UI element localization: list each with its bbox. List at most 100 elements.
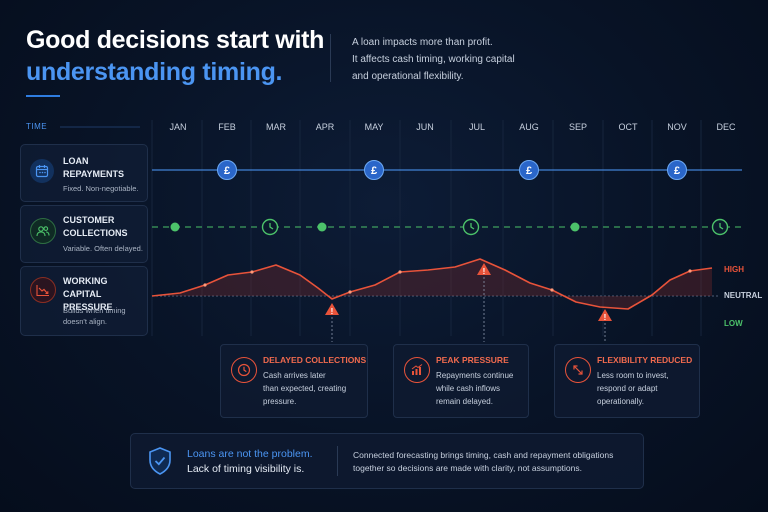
month-axis: JAN FEB MAR APR MAY JUN JUL AUG SEP OCT NOV DEC bbox=[0, 122, 768, 134]
callout-body-line: than expected, creating bbox=[263, 384, 347, 393]
row-title: CUSTOMER COLLECTIONS bbox=[63, 214, 128, 240]
callout-body-line: Less room to invest, bbox=[597, 371, 669, 380]
footer-body-line: together so decisions are made with clar… bbox=[353, 463, 582, 473]
pressure-point bbox=[203, 283, 207, 287]
row-subtitle-line: Builds when timing bbox=[63, 306, 126, 315]
pound-icon bbox=[667, 160, 687, 180]
month-label-jun: JUN bbox=[416, 122, 434, 132]
month-label-jan: JAN bbox=[169, 122, 187, 132]
trend-up-icon bbox=[404, 357, 430, 383]
clock-hands bbox=[470, 223, 475, 230]
callout-body: Less room to invest, respond or adapt op… bbox=[597, 369, 669, 408]
month-label-nov: NOV bbox=[667, 122, 687, 132]
pressure-point bbox=[398, 270, 402, 274]
collection-dot bbox=[170, 222, 180, 232]
row-card-loan-repayments: LOAN REPAYMENTS Fixed. Non-negotiable. bbox=[20, 144, 148, 202]
month-label-aug: AUG bbox=[519, 122, 539, 132]
callout-body-line: respond or adapt bbox=[597, 384, 658, 393]
pound-icon-glyph: £ bbox=[224, 165, 230, 177]
intro-line: and operational flexibility. bbox=[352, 71, 464, 82]
level-low-label: LOW bbox=[724, 319, 743, 328]
row-title-line: PRESSURE bbox=[63, 302, 113, 312]
intro-line: It affects cash timing, working capital bbox=[352, 54, 515, 65]
row-title-line: LOAN bbox=[63, 156, 89, 166]
pressure-point bbox=[550, 288, 554, 292]
month-label-may: MAY bbox=[364, 122, 384, 132]
month-label-oct: OCT bbox=[618, 122, 638, 132]
footer-body: Connected forecasting brings timing, cas… bbox=[353, 449, 613, 475]
row-title-line: WORKING CAPITAL bbox=[63, 276, 108, 299]
row-title-line: COLLECTIONS bbox=[63, 228, 128, 238]
time-axis-label: TIME bbox=[26, 122, 48, 131]
level-high-label: HIGH bbox=[724, 265, 744, 274]
trend-down-icon bbox=[30, 277, 56, 303]
pressure-point bbox=[688, 269, 692, 273]
footer-body-line: Connected forecasting brings timing, cas… bbox=[353, 450, 614, 460]
warning-icon-glyph: ! bbox=[604, 313, 607, 322]
clock-icon bbox=[231, 357, 257, 383]
pressure-point bbox=[348, 290, 352, 294]
title-underline bbox=[26, 95, 60, 97]
callout-body-line: Cash arrives later bbox=[263, 371, 326, 380]
month-label-apr: APR bbox=[315, 122, 335, 132]
page-title-line2: understanding timing. bbox=[26, 58, 283, 86]
row-title: WORKING CAPITAL PRESSURE bbox=[63, 275, 147, 314]
diagonal-arrows-icon bbox=[565, 357, 591, 383]
row-subtitle: Variable. Often delayed. bbox=[63, 244, 143, 253]
row-subtitle-line: doesn't align. bbox=[63, 317, 107, 326]
callout-body-line: while cash inflows bbox=[436, 384, 501, 393]
warning-icon-glyph: ! bbox=[483, 267, 486, 276]
row-card-customer-collections: CUSTOMER COLLECTIONS Variable. Often del… bbox=[20, 205, 148, 263]
warning-icon bbox=[325, 303, 339, 315]
warning-icon-glyph: ! bbox=[331, 307, 334, 316]
pound-icon bbox=[519, 160, 539, 180]
month-label-mar: MAR bbox=[266, 122, 286, 132]
row-subtitle: Fixed. Non-negotiable. bbox=[63, 184, 139, 193]
footer-divider bbox=[337, 446, 338, 476]
page-title-line1: Good decisions start with bbox=[26, 26, 325, 54]
month-label-feb: FEB bbox=[218, 122, 236, 132]
header-divider bbox=[330, 34, 331, 82]
users-icon bbox=[30, 218, 56, 244]
warning-icon bbox=[477, 263, 491, 275]
row-card-working-capital: WORKING CAPITAL PRESSURE Builds when tim… bbox=[20, 266, 148, 336]
pound-icon bbox=[217, 160, 237, 180]
intro-text: A loan impacts more than profit. It affe… bbox=[352, 34, 515, 85]
callout-title: FLEXIBILITY REDUCED bbox=[597, 355, 693, 365]
row-title: LOAN REPAYMENTS bbox=[63, 155, 124, 181]
callout-body: Repayments continue while cash inflows r… bbox=[436, 369, 513, 408]
callout-peak-pressure: PEAK PRESSURE Repayments continue while … bbox=[393, 344, 529, 418]
footer-subheadline: Lack of timing visibility is. bbox=[187, 463, 305, 475]
pound-icon-glyph: £ bbox=[371, 165, 377, 177]
month-label-jul: JUL bbox=[468, 122, 486, 132]
intro-line: A loan impacts more than profit. bbox=[352, 37, 493, 48]
callout-title: DELAYED COLLECTIONS bbox=[263, 355, 367, 365]
callout-body-line: Repayments continue bbox=[436, 371, 514, 380]
collection-dot bbox=[317, 222, 327, 232]
pressure-point bbox=[250, 270, 254, 274]
row-title-line: REPAYMENTS bbox=[63, 169, 125, 179]
month-label-dec: DEC bbox=[716, 122, 736, 132]
pound-icon-glyph: £ bbox=[674, 165, 680, 177]
pound-icon bbox=[364, 160, 384, 180]
callout-body-line: pressure. bbox=[263, 397, 297, 406]
callout-title: PEAK PRESSURE bbox=[436, 355, 509, 365]
callout-flexibility-reduced: FLEXIBILITY REDUCED Less room to invest,… bbox=[554, 344, 700, 418]
footer-headline: Loans are not the problem. bbox=[187, 448, 313, 460]
level-neutral-label: NEUTRAL bbox=[724, 291, 763, 300]
calendar-icon bbox=[30, 159, 54, 183]
warning-icon bbox=[598, 309, 612, 321]
month-label-sep: SEP bbox=[568, 122, 588, 132]
collection-dot bbox=[570, 222, 580, 232]
clock-hands bbox=[719, 223, 724, 230]
pressure-area bbox=[152, 259, 712, 309]
clock-hands bbox=[269, 223, 274, 230]
row-subtitle: Builds when timing doesn't align. bbox=[63, 305, 126, 327]
callout-body-line: remain delayed. bbox=[436, 397, 493, 406]
shield-check-icon bbox=[147, 446, 173, 481]
pound-icon-glyph: £ bbox=[526, 165, 532, 177]
callout-body-line: operationally. bbox=[597, 397, 644, 406]
row-title-line: CUSTOMER bbox=[63, 215, 115, 225]
callout-delayed-collections: DELAYED COLLECTIONS Cash arrives later t… bbox=[220, 344, 368, 418]
